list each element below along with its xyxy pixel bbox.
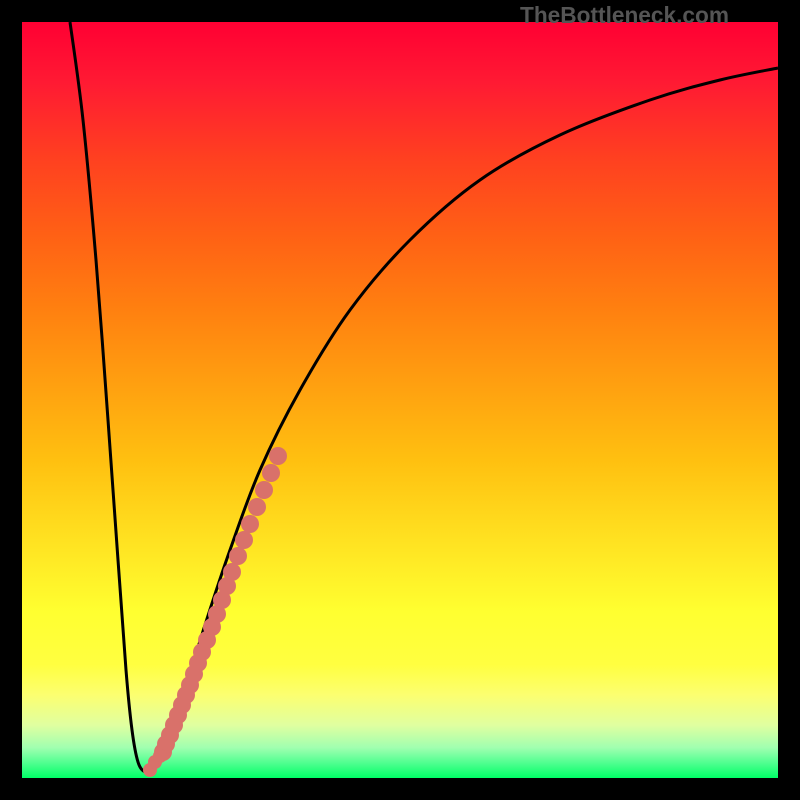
watermark-text: TheBottleneck.com: [520, 2, 729, 29]
gradient-background: [22, 22, 778, 778]
chart-container: TheBottleneck.com: [0, 0, 800, 800]
